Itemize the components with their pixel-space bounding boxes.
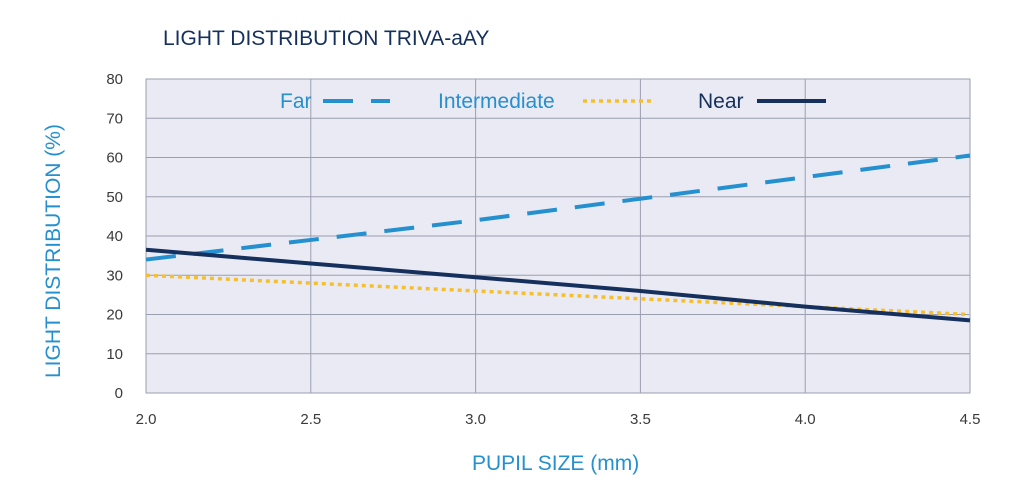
series-line-near <box>145 247 971 323</box>
x-tick-label: 3.5 <box>630 411 651 428</box>
y-axis-label: LIGHT DISTRIBUTION (%) <box>42 124 65 378</box>
x-tick-label: 4.0 <box>795 411 816 428</box>
x-tick-label: 2.5 <box>300 411 321 428</box>
y-tick-label: 70 <box>106 110 123 127</box>
x-tick-label: 4.5 <box>960 411 981 428</box>
legend-label-near: Near <box>698 90 744 113</box>
x-axis-ticks: 2.0 2.5 3.0 3.5 4.0 4.5 <box>136 411 981 428</box>
series-line-far <box>145 153 971 262</box>
legend-label-far: Far <box>280 90 312 113</box>
y-axis-ticks: 0 10 20 30 40 50 60 70 80 <box>106 71 123 402</box>
y-tick-label: 0 <box>115 385 123 402</box>
y-tick-label: 80 <box>106 71 123 88</box>
gridlines <box>145 78 971 394</box>
y-tick-label: 50 <box>106 189 123 206</box>
series-line-intermediate <box>145 273 971 317</box>
x-tick-label: 2.0 <box>136 411 157 428</box>
series-lines <box>145 153 971 323</box>
y-tick-label: 40 <box>106 228 123 245</box>
legend-label-intermediate: Intermediate <box>438 90 555 113</box>
chart-title: LIGHT DISTRIBUTION TRIVA-aAY <box>163 27 489 50</box>
plot-frame <box>145 78 971 394</box>
y-tick-label: 60 <box>106 150 123 167</box>
x-tick-label: 3.0 <box>465 411 486 428</box>
legend: Far Intermediate Near <box>280 90 826 113</box>
x-axis-label: PUPIL SIZE (mm) <box>472 452 639 475</box>
y-tick-label: 10 <box>106 346 123 363</box>
y-tick-label: 30 <box>106 267 123 284</box>
y-tick-label: 20 <box>106 307 123 324</box>
